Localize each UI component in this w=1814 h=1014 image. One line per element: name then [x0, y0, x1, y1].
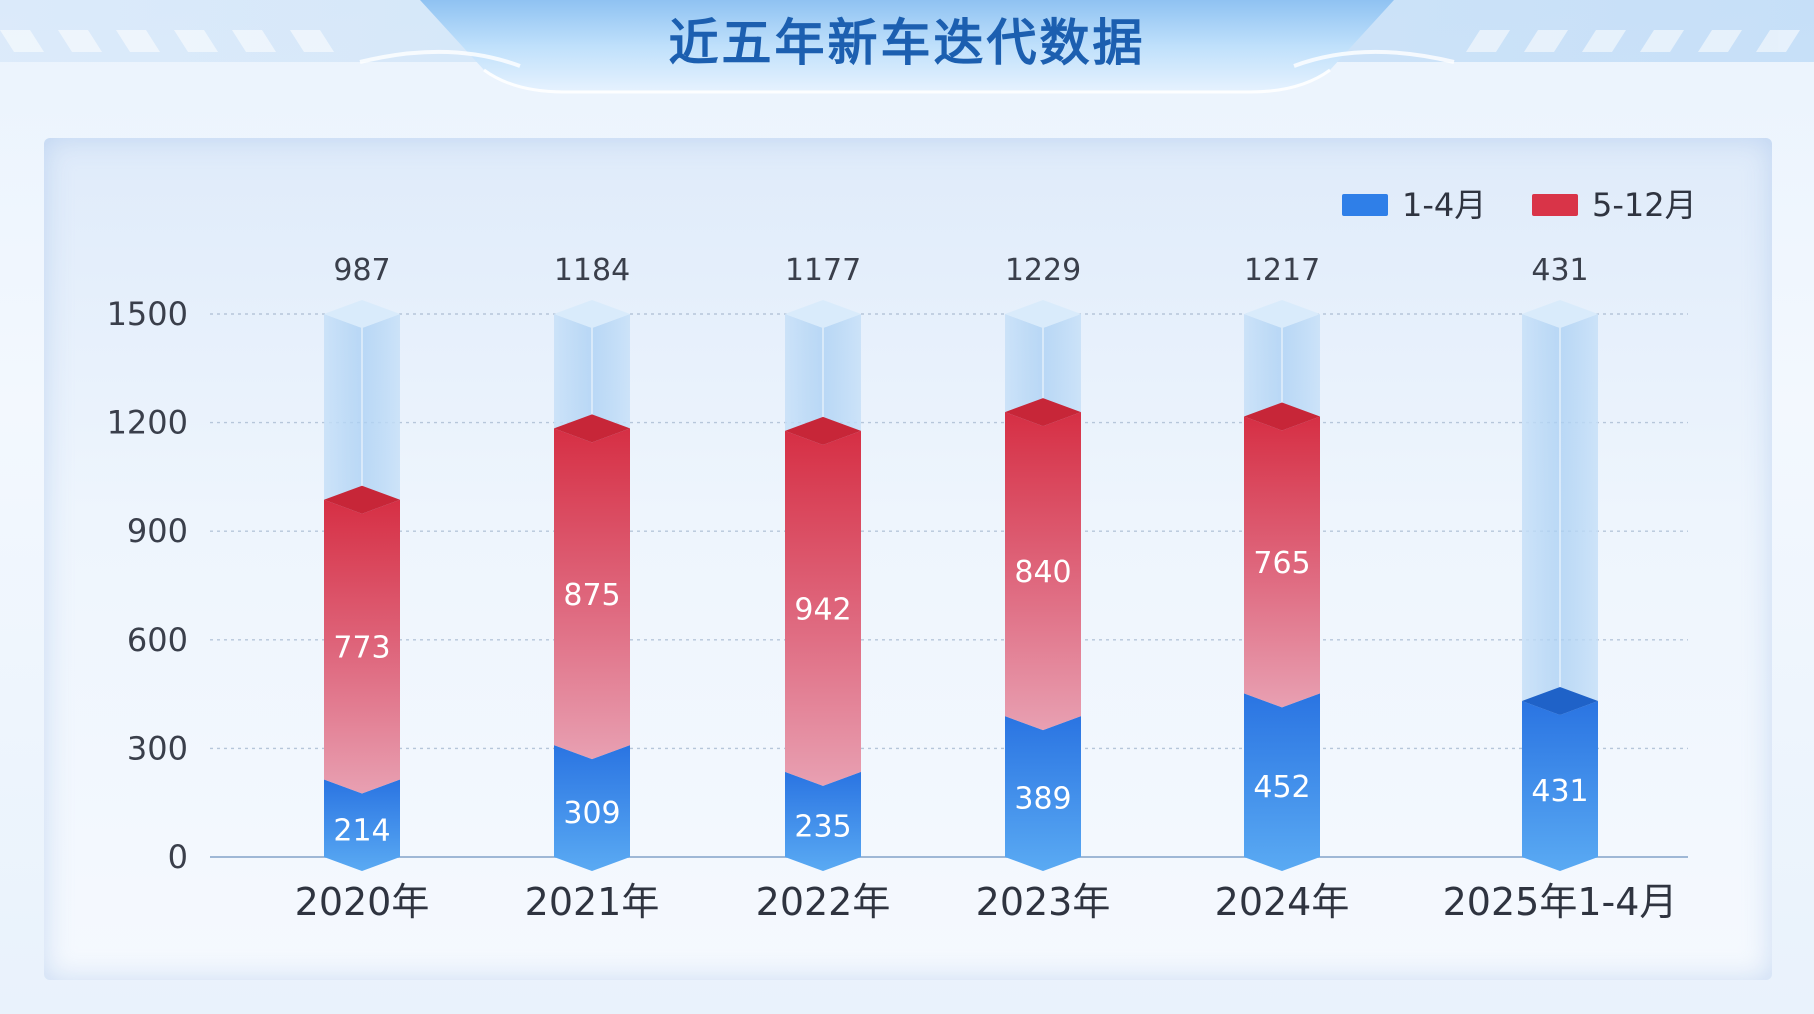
category-labels: 2020年 2021年 2022年 2023年 2024年 2025年1-4月: [295, 880, 1678, 924]
total-label: 987: [333, 253, 390, 288]
bar-segment-1-4: [1244, 693, 1320, 871]
y-axis-ticks: 0 300 600 900 1200 1500: [107, 295, 188, 876]
data-label-5-12: 773: [333, 631, 390, 666]
legend-item: 1-4月: [1342, 186, 1486, 224]
total-label: 1177: [785, 253, 861, 288]
category-label: 2024年: [1215, 880, 1350, 924]
total-label: 1217: [1244, 253, 1320, 288]
total-label: 431: [1531, 253, 1588, 288]
y-tick-label: 0: [168, 838, 188, 876]
bar-group: 235 942 1177: [785, 253, 861, 871]
y-tick-label: 300: [127, 729, 188, 767]
total-label: 1184: [554, 253, 630, 288]
data-label-1-4: 389: [1014, 782, 1071, 817]
category-label: 2022年: [756, 880, 891, 924]
legend: 1-4月 5-12月: [1342, 186, 1697, 224]
legend-swatch: [1532, 194, 1578, 216]
grid-lines: [210, 313, 1688, 858]
data-label-5-12: 765: [1253, 546, 1310, 581]
bar-group: 431 431: [1522, 253, 1598, 871]
y-tick-label: 1200: [107, 404, 188, 442]
y-tick-label: 1500: [107, 295, 188, 333]
bar-segment-1-4: [1005, 716, 1081, 871]
data-label-5-12: 875: [563, 578, 620, 613]
data-label-1-4: 214: [333, 813, 390, 848]
category-label: 2021年: [525, 880, 660, 924]
category-label: 2020年: [295, 880, 430, 924]
bar-group: 389 840 1229: [1005, 253, 1081, 871]
bar-group: 214 773 987: [324, 253, 400, 871]
legend-item: 5-12月: [1532, 186, 1697, 224]
bar-segment-1-4: [324, 779, 400, 871]
bars: 214 773 987 309 875 1184 235 942 1177 389 840 1229 4…: [324, 253, 1598, 871]
legend-label: 5-12月: [1592, 186, 1697, 224]
data-label-5-12: 840: [1014, 555, 1071, 590]
data-label-1-4: 309: [563, 796, 620, 831]
data-label-1-4: 452: [1253, 770, 1310, 805]
y-tick-label: 600: [127, 621, 188, 659]
legend-swatch: [1342, 194, 1388, 216]
legend-label: 1-4月: [1402, 186, 1486, 224]
bar-group: 452 765 1217: [1244, 253, 1320, 871]
bar-segment-5-12: [785, 416, 861, 786]
bar-segment-5-12: [1244, 402, 1320, 708]
bar-segment-5-12: [324, 485, 400, 794]
bar-segment-5-12: [554, 414, 630, 760]
bar-segment-5-12: [1005, 398, 1081, 731]
bar-segment-1-4: [554, 745, 630, 871]
total-label: 1229: [1005, 253, 1081, 288]
data-label-1-4: 431: [1531, 774, 1588, 809]
bar-segment-1-4: [1522, 686, 1598, 871]
page-title: 近五年新车迭代数据: [669, 14, 1146, 72]
bar-group: 309 875 1184: [554, 253, 630, 871]
y-tick-label: 900: [127, 512, 188, 550]
bar-segment-1-4: [785, 771, 861, 871]
category-label: 2023年: [976, 880, 1111, 924]
title-banner: 近五年新车迭代数据: [0, 0, 1814, 94]
data-label-1-4: 235: [794, 809, 851, 844]
data-label-5-12: 942: [794, 592, 851, 627]
category-label: 2025年1-4月: [1443, 880, 1678, 924]
